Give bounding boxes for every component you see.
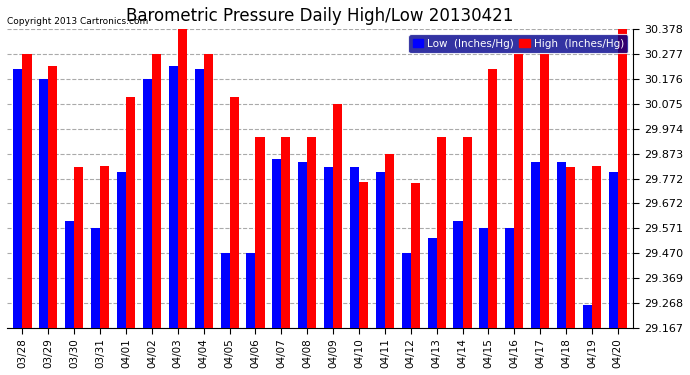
Bar xyxy=(618,29,627,328)
Bar xyxy=(126,97,135,328)
Bar xyxy=(402,253,411,328)
Bar xyxy=(531,162,540,328)
Bar xyxy=(221,253,230,328)
Bar xyxy=(350,167,359,328)
Bar xyxy=(273,159,282,328)
Bar xyxy=(246,253,255,328)
Bar xyxy=(178,29,187,328)
Bar xyxy=(307,137,316,328)
Bar xyxy=(100,166,109,328)
Title: Barometric Pressure Daily High/Low 20130421: Barometric Pressure Daily High/Low 20130… xyxy=(126,7,514,25)
Bar xyxy=(385,154,394,328)
Bar xyxy=(514,54,524,328)
Bar xyxy=(411,183,420,328)
Bar xyxy=(48,66,57,328)
Bar xyxy=(540,54,549,328)
Bar xyxy=(91,228,100,328)
Bar xyxy=(39,79,48,328)
Bar xyxy=(143,79,152,328)
Bar xyxy=(609,172,618,328)
Bar xyxy=(230,97,239,328)
Bar xyxy=(583,305,592,328)
Bar xyxy=(324,167,333,328)
Bar xyxy=(195,69,204,328)
Bar xyxy=(333,104,342,328)
Bar xyxy=(65,221,75,328)
Bar xyxy=(505,228,514,328)
Bar xyxy=(75,167,83,328)
Bar xyxy=(23,54,32,328)
Bar xyxy=(437,137,446,328)
Bar xyxy=(359,182,368,328)
Bar xyxy=(169,66,178,328)
Bar xyxy=(376,172,385,328)
Bar xyxy=(592,166,601,328)
Bar xyxy=(13,69,23,328)
Bar xyxy=(462,137,471,328)
Bar xyxy=(298,162,307,328)
Bar xyxy=(566,167,575,328)
Bar xyxy=(117,172,126,328)
Bar xyxy=(480,228,489,328)
Legend: Low  (Inches/Hg), High  (Inches/Hg): Low (Inches/Hg), High (Inches/Hg) xyxy=(408,34,628,53)
Bar xyxy=(255,137,264,328)
Bar xyxy=(282,137,290,328)
Bar xyxy=(204,54,213,328)
Bar xyxy=(489,69,497,328)
Bar xyxy=(557,162,566,328)
Text: Copyright 2013 Cartronics.com: Copyright 2013 Cartronics.com xyxy=(7,17,148,26)
Bar xyxy=(152,54,161,328)
Bar xyxy=(428,238,437,328)
Bar xyxy=(453,221,462,328)
